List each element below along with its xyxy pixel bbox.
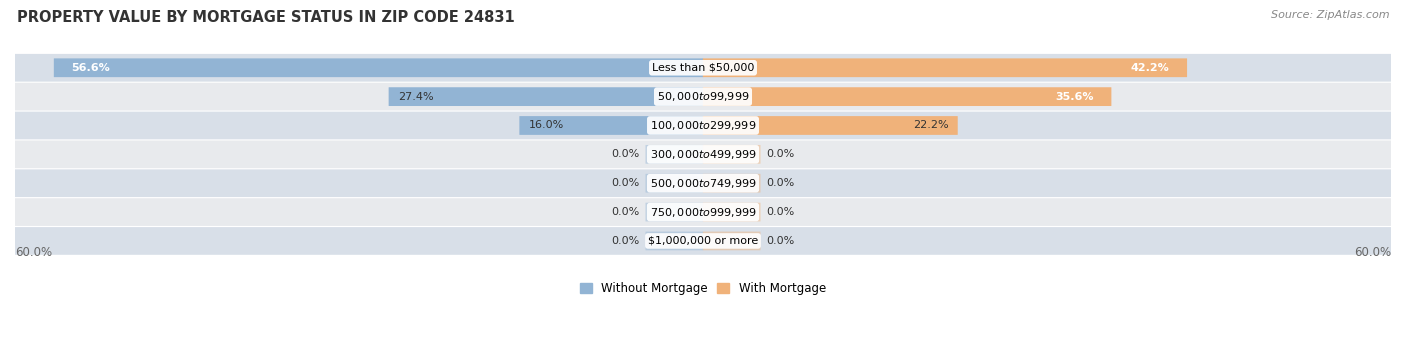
FancyBboxPatch shape xyxy=(645,145,703,164)
FancyBboxPatch shape xyxy=(15,169,1391,197)
Text: 0.0%: 0.0% xyxy=(766,207,794,217)
Text: Less than $50,000: Less than $50,000 xyxy=(652,63,754,73)
Text: 0.0%: 0.0% xyxy=(766,236,794,246)
FancyBboxPatch shape xyxy=(388,87,703,106)
FancyBboxPatch shape xyxy=(703,174,761,192)
FancyBboxPatch shape xyxy=(703,116,957,135)
Legend: Without Mortgage, With Mortgage: Without Mortgage, With Mortgage xyxy=(575,278,831,300)
FancyBboxPatch shape xyxy=(645,174,703,192)
FancyBboxPatch shape xyxy=(15,83,1391,111)
Text: 0.0%: 0.0% xyxy=(612,207,640,217)
Text: 42.2%: 42.2% xyxy=(1130,63,1170,73)
Text: $100,000 to $299,999: $100,000 to $299,999 xyxy=(650,119,756,132)
Text: 60.0%: 60.0% xyxy=(15,246,52,259)
FancyBboxPatch shape xyxy=(15,227,1391,255)
Text: 22.2%: 22.2% xyxy=(912,120,949,131)
FancyBboxPatch shape xyxy=(645,203,703,221)
FancyBboxPatch shape xyxy=(15,54,1391,82)
Text: PROPERTY VALUE BY MORTGAGE STATUS IN ZIP CODE 24831: PROPERTY VALUE BY MORTGAGE STATUS IN ZIP… xyxy=(17,10,515,25)
Text: 60.0%: 60.0% xyxy=(1354,246,1391,259)
Text: $50,000 to $99,999: $50,000 to $99,999 xyxy=(657,90,749,103)
Text: 0.0%: 0.0% xyxy=(766,178,794,188)
Text: $750,000 to $999,999: $750,000 to $999,999 xyxy=(650,206,756,219)
FancyBboxPatch shape xyxy=(15,112,1391,139)
FancyBboxPatch shape xyxy=(53,58,703,77)
Text: $300,000 to $499,999: $300,000 to $499,999 xyxy=(650,148,756,161)
FancyBboxPatch shape xyxy=(703,58,1187,77)
Text: Source: ZipAtlas.com: Source: ZipAtlas.com xyxy=(1271,10,1389,20)
FancyBboxPatch shape xyxy=(703,87,1111,106)
FancyBboxPatch shape xyxy=(519,116,703,135)
Text: 0.0%: 0.0% xyxy=(766,149,794,159)
FancyBboxPatch shape xyxy=(703,203,761,221)
FancyBboxPatch shape xyxy=(703,232,761,250)
Text: 0.0%: 0.0% xyxy=(612,149,640,159)
FancyBboxPatch shape xyxy=(703,145,761,164)
Text: 35.6%: 35.6% xyxy=(1056,91,1094,102)
FancyBboxPatch shape xyxy=(15,140,1391,168)
Text: 27.4%: 27.4% xyxy=(398,91,433,102)
Text: 0.0%: 0.0% xyxy=(612,178,640,188)
Text: $500,000 to $749,999: $500,000 to $749,999 xyxy=(650,177,756,190)
FancyBboxPatch shape xyxy=(645,232,703,250)
Text: 56.6%: 56.6% xyxy=(72,63,110,73)
Text: 16.0%: 16.0% xyxy=(529,120,564,131)
Text: $1,000,000 or more: $1,000,000 or more xyxy=(648,236,758,246)
Text: 0.0%: 0.0% xyxy=(612,236,640,246)
FancyBboxPatch shape xyxy=(15,198,1391,226)
